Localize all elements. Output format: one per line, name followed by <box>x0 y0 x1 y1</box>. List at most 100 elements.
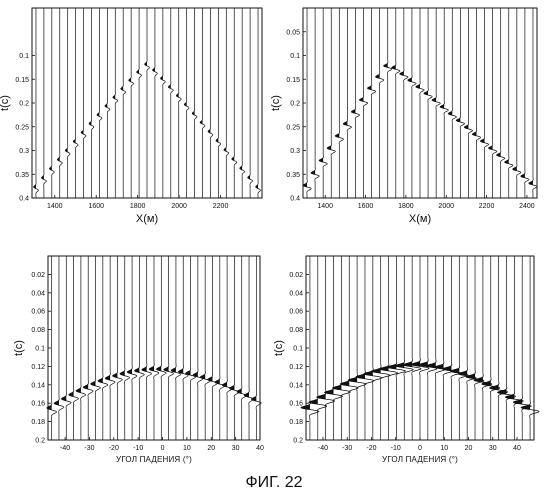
wiggle-trace <box>301 256 319 440</box>
y-tick-label: 0.2 <box>293 438 303 445</box>
x-tick-label: 2400 <box>519 203 535 210</box>
wiggle-trace <box>149 256 159 440</box>
y-tick-label: 0.4 <box>19 196 29 203</box>
y-axis-title: t(c) <box>270 95 282 111</box>
y-tick-label: 0.4 <box>290 196 300 203</box>
x-axis-title: УГОЛ ПАДЕНИЯ (°) <box>116 455 192 464</box>
x-tick-label: 2000 <box>171 203 187 210</box>
wiggle-trace <box>73 8 78 198</box>
wiggle-trace <box>472 8 480 198</box>
wiggle-trace <box>442 256 460 440</box>
x-tick-label: 1600 <box>88 203 104 210</box>
wiggle-trace <box>497 8 505 198</box>
y-tick-label: 0.06 <box>31 309 45 316</box>
wiggle-trace <box>474 256 492 440</box>
y-tick-label: 0.05 <box>286 29 300 36</box>
wiggle-trace <box>325 256 343 440</box>
y-tick-label: 0.16 <box>289 401 303 408</box>
wiggle-trace <box>395 256 413 440</box>
y-tick-label: 0.15 <box>286 77 300 84</box>
wiggle-trace <box>464 8 472 198</box>
wiggle-traces <box>34 8 261 198</box>
wiggle-trace <box>200 256 210 440</box>
wiggle-trace <box>364 256 382 440</box>
wiggle-trace <box>367 8 375 198</box>
x-tick-label: 1400 <box>47 203 63 210</box>
wiggle-trace <box>168 8 173 198</box>
x-tick-label: 0 <box>418 445 422 452</box>
wiggle-trace <box>186 256 196 440</box>
wiggle-trace <box>488 8 496 198</box>
wiggle-trace <box>327 8 335 198</box>
y-tick-label: 0.08 <box>289 327 303 334</box>
wiggle-trace <box>129 8 134 198</box>
y-tick-label: 0.16 <box>31 401 45 408</box>
wiggle-trace <box>411 256 429 440</box>
wiggle-trace <box>419 256 437 440</box>
wiggle-trace <box>248 8 253 198</box>
wiggle-trace <box>332 256 350 440</box>
x-tick-label: -30 <box>342 445 352 452</box>
wiggle-trace <box>351 8 359 198</box>
x-axis-title: X(м) <box>409 213 431 225</box>
wiggle-trace <box>456 8 464 198</box>
figure-caption: ФИГ. 22 <box>0 474 548 492</box>
y-tick-label: 0.06 <box>289 309 303 316</box>
x-tick-label: 20 <box>207 445 215 452</box>
wiggle-trace <box>142 256 152 440</box>
wiggle-trace <box>309 256 327 440</box>
wiggle-trace <box>237 256 247 440</box>
wiggle-trace <box>448 8 456 198</box>
y-tick-label: 0.02 <box>289 272 303 279</box>
wiggle-trace <box>497 256 515 440</box>
y-tick-label: 0.12 <box>31 364 45 371</box>
y-tick-label: 0.1 <box>35 346 45 353</box>
wiggle-trace <box>440 8 448 198</box>
x-tick-label: 1800 <box>130 203 146 210</box>
wiggle-trace <box>145 8 150 198</box>
wiggle-trace <box>97 8 102 198</box>
x-tick-label: -40 <box>318 445 328 452</box>
x-tick-label: 30 <box>489 445 497 452</box>
wiggle-trace <box>137 8 142 198</box>
wiggle-trace <box>450 256 468 440</box>
y-tick-label: 0.2 <box>19 101 29 108</box>
y-tick-label: 0.04 <box>289 290 303 297</box>
wiggle-trace <box>521 256 539 440</box>
y-tick-label: 0.3 <box>290 148 300 155</box>
wiggle-trace <box>403 256 421 440</box>
wiggle-trace <box>387 256 405 440</box>
panel-bottom-left: 0.020.040.060.080.10.120.140.160.180.2-4… <box>13 256 264 464</box>
x-axis-title: УГОЛ ПАДЕНИЯ (°) <box>382 455 458 464</box>
wiggle-trace <box>384 8 392 198</box>
wiggle-trace <box>356 256 374 440</box>
wiggle-trace <box>164 256 174 440</box>
wiggle-traces <box>47 256 261 440</box>
wiggle-trace <box>171 256 181 440</box>
y-tick-label: 0.14 <box>31 382 45 389</box>
x-tick-label: 1600 <box>358 203 374 210</box>
x-axis-title: X(м) <box>136 213 158 225</box>
wiggle-trace <box>432 8 440 198</box>
wiggle-trace <box>222 256 232 440</box>
wiggle-trace <box>380 256 398 440</box>
x-tick-label: -10 <box>391 445 401 452</box>
wiggle-trace <box>113 256 123 440</box>
wiggle-trace <box>41 8 46 198</box>
wiggle-trace <box>505 8 513 198</box>
wiggle-trace <box>400 8 408 198</box>
wiggle-trace <box>521 8 529 198</box>
wiggle-trace <box>105 256 115 440</box>
y-tick-label: 0.08 <box>31 327 45 334</box>
x-tick-label: 2200 <box>213 203 229 210</box>
x-tick-label: 2200 <box>479 203 495 210</box>
wiggle-trace <box>160 8 165 198</box>
wiggle-trace <box>458 256 476 440</box>
wiggle-trace <box>81 8 86 198</box>
panel-top-right: 0.050.10.150.20.250.30.350.4140016001800… <box>270 8 537 225</box>
x-tick-label: 0 <box>161 445 165 452</box>
wiggle-trace <box>135 256 145 440</box>
x-axis: -40-30-20-10010203040 <box>60 437 264 452</box>
y-tick-label: 0.14 <box>289 382 303 389</box>
y-tick-label: 0.1 <box>290 53 300 60</box>
